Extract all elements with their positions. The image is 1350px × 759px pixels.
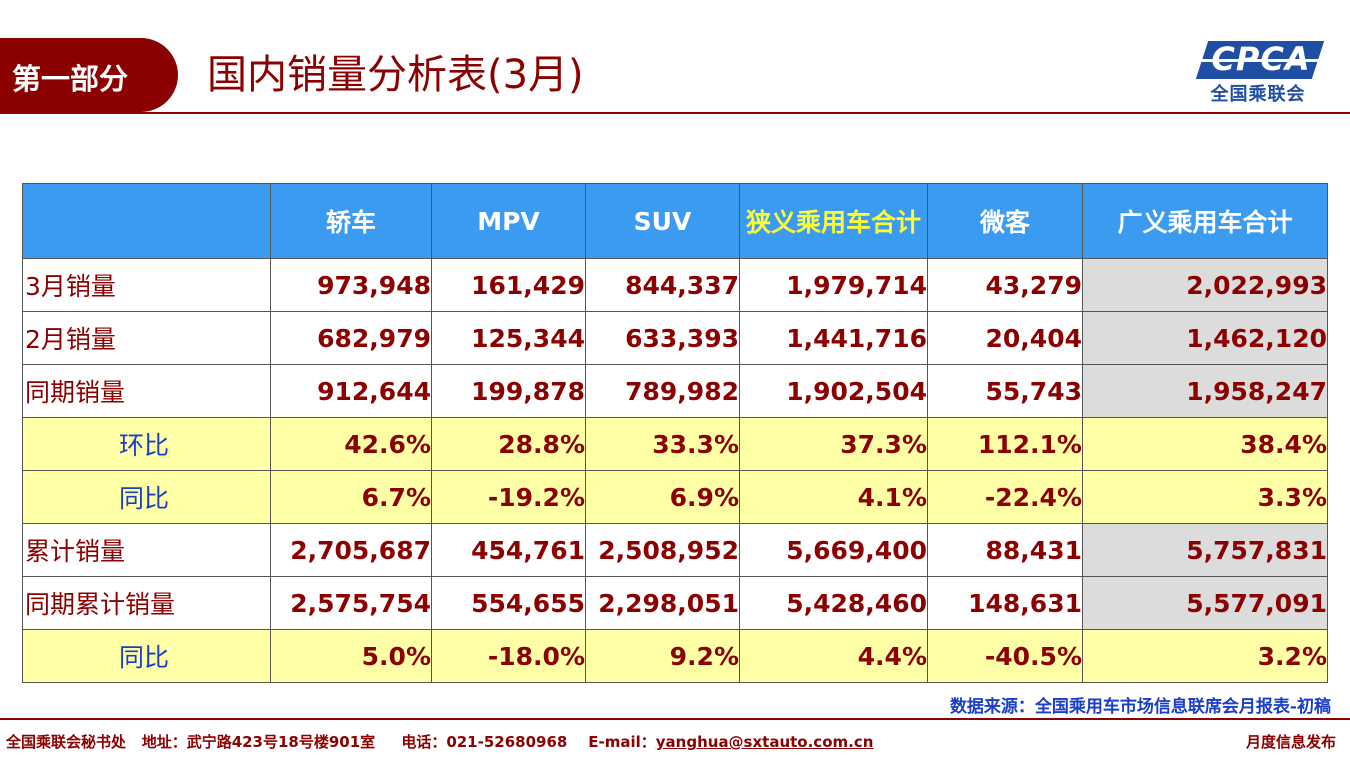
table-cell: 28.8%: [431, 417, 586, 471]
table-cell: 161,429: [431, 258, 586, 312]
table-cell: 3.2%: [1082, 629, 1328, 683]
column-header: SUV: [585, 183, 740, 259]
table-cell: 5.0%: [270, 629, 432, 683]
table-cell: 844,337: [585, 258, 740, 312]
table-cell: 1,979,714: [739, 258, 928, 312]
table-cell: 2,575,754: [270, 576, 432, 630]
table-cell: 125,344: [431, 311, 586, 365]
footer-divider: [0, 718, 1350, 720]
footer-email-link[interactable]: yanghua@sxtauto.com.cn: [655, 733, 874, 751]
column-header: 微客: [927, 183, 1083, 259]
table-cell: 37.3%: [739, 417, 928, 471]
sales-table: 轿车 MPV SUV 狭义乘用车合计 微客 广义乘用车合计 3月销量 973,9…: [22, 183, 1328, 683]
table-cell: -22.4%: [927, 470, 1083, 524]
table-cell: 88,431: [927, 523, 1083, 577]
row-label: 环比: [22, 417, 271, 471]
table-header-row: 轿车 MPV SUV 狭义乘用车合计 微客 广义乘用车合计: [22, 183, 1328, 259]
table-row: 同期累计销量 2,575,754 554,655 2,298,051 5,428…: [22, 576, 1328, 630]
section-label: 第一部分: [12, 62, 129, 96]
table-cell: 454,761: [431, 523, 586, 577]
table-cell: 1,462,120: [1082, 311, 1328, 365]
table-row: 3月销量 973,948 161,429 844,337 1,979,714 4…: [22, 258, 1328, 312]
table-row: 同比 6.7% -19.2% 6.9% 4.1% -22.4% 3.3%: [22, 470, 1328, 524]
row-label: 同期销量: [22, 364, 271, 418]
table-cell: 55,743: [927, 364, 1083, 418]
row-label: 同期累计销量: [22, 576, 271, 630]
table-cell: 2,022,993: [1082, 258, 1328, 312]
logo-stripe: [1194, 59, 1320, 62]
table-cell: 4.4%: [739, 629, 928, 683]
column-header: 狭义乘用车合计: [739, 183, 928, 259]
table-cell: 682,979: [270, 311, 432, 365]
cpca-logo: CPCA 全国乘联会: [1194, 38, 1325, 105]
table-cell: 2,508,952: [585, 523, 740, 577]
row-label: 3月销量: [22, 258, 271, 312]
table-cell: -18.0%: [431, 629, 586, 683]
row-label: 2月销量: [22, 311, 271, 365]
table-row: 同比 5.0% -18.0% 9.2% 4.4% -40.5% 3.2%: [22, 629, 1328, 683]
page-title: 国内销量分析表(3月): [207, 52, 584, 98]
table-cell: 1,441,716: [739, 311, 928, 365]
table-cell: 33.3%: [585, 417, 740, 471]
table-row: 环比 42.6% 28.8% 33.3% 37.3% 112.1% 38.4%: [22, 417, 1328, 471]
row-label: 累计销量: [22, 523, 271, 577]
footer-phone: 电话：021-52680968: [401, 733, 568, 751]
table-cell: 1,958,247: [1082, 364, 1328, 418]
row-label: 同比: [22, 629, 271, 683]
table-cell: 4.1%: [739, 470, 928, 524]
footer-address: 地址：武宁路423号18号楼901室: [141, 733, 376, 751]
section-tab: 第一部分: [0, 38, 178, 112]
table-row: 同期销量 912,644 199,878 789,982 1,902,504 5…: [22, 364, 1328, 418]
logo-subtitle: 全国乘联会: [1210, 84, 1306, 105]
table-cell: 199,878: [431, 364, 586, 418]
table-cell: 2,705,687: [270, 523, 432, 577]
table-cell: 42.6%: [270, 417, 432, 471]
column-header: 广义乘用车合计: [1082, 183, 1328, 259]
table-cell: 1,902,504: [739, 364, 928, 418]
table-cell: 5,577,091: [1082, 576, 1328, 630]
table-cell: -19.2%: [431, 470, 586, 524]
footer-org: 全国乘联会秘书处: [6, 733, 127, 751]
table-cell: 5,428,460: [739, 576, 928, 630]
table-cell: -40.5%: [927, 629, 1083, 683]
table-cell: 633,393: [585, 311, 740, 365]
table-cell: 912,644: [270, 364, 432, 418]
column-header: MPV: [431, 183, 586, 259]
row-label: 同比: [22, 470, 271, 524]
footer-email-label: E-mail：: [588, 733, 656, 751]
table-cell: 973,948: [270, 258, 432, 312]
table-cell: 789,982: [585, 364, 740, 418]
column-header: [22, 183, 271, 259]
table-cell: 38.4%: [1082, 417, 1328, 471]
table-cell: 43,279: [927, 258, 1083, 312]
table-cell: 6.7%: [270, 470, 432, 524]
table-cell: 3.3%: [1082, 470, 1328, 524]
table-cell: 554,655: [431, 576, 586, 630]
table-cell: 2,298,051: [585, 576, 740, 630]
table-cell: 9.2%: [585, 629, 740, 683]
data-source-note: 数据来源：全国乘用车市场信息联席会月报表-初稿: [949, 697, 1331, 717]
table-row: 累计销量 2,705,687 454,761 2,508,952 5,669,4…: [22, 523, 1328, 577]
column-header: 轿车: [270, 183, 432, 259]
table-cell: 148,631: [927, 576, 1083, 630]
footer-contact: 全国乘联会秘书处 地址：武宁路423号18号楼901室 电话：021-52680…: [6, 731, 873, 752]
footer-release: 月度信息发布: [1245, 733, 1336, 751]
table-cell: 6.9%: [585, 470, 740, 524]
table-cell: 5,669,400: [739, 523, 928, 577]
table-cell: 20,404: [927, 311, 1083, 365]
table-cell: 112.1%: [927, 417, 1083, 471]
table-row: 2月销量 682,979 125,344 633,393 1,441,716 2…: [22, 311, 1328, 365]
header-divider: [0, 112, 1350, 114]
table-cell: 5,757,831: [1082, 523, 1328, 577]
